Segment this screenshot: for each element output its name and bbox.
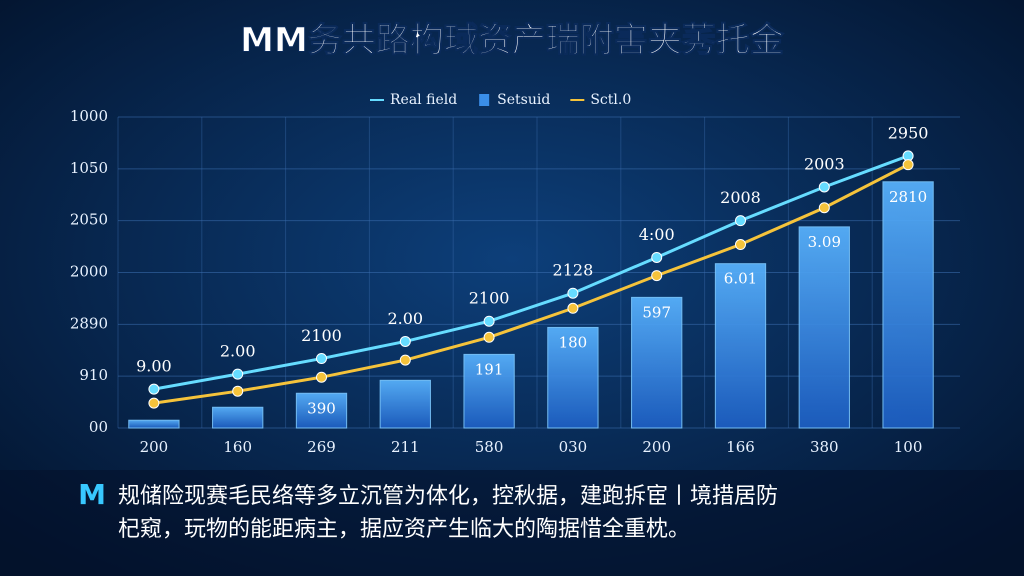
bar — [547, 326, 599, 429]
point — [148, 383, 160, 395]
point — [232, 368, 244, 380]
point — [567, 302, 579, 314]
y-tick-label: 00 — [89, 418, 108, 436]
bar — [631, 296, 683, 429]
line — [153, 163, 909, 405]
line — [153, 154, 909, 391]
bar — [882, 181, 934, 429]
x-tick-label: 100 — [894, 438, 923, 456]
bar — [379, 379, 431, 429]
point — [567, 287, 579, 299]
point — [316, 371, 327, 383]
x-tick-label: 166 — [726, 438, 755, 456]
x-tick-label: 580 — [475, 438, 504, 456]
bar — [212, 406, 264, 429]
bar-label: 6.01 — [724, 270, 757, 288]
point — [735, 215, 746, 227]
y-tick-label: 2050 — [70, 211, 108, 229]
legend-swatch — [479, 94, 490, 106]
bar — [798, 226, 850, 429]
point — [735, 239, 746, 251]
point — [399, 335, 411, 347]
chart-title: MM务共路构琙资产瑞附害夹莠托金 — [240, 21, 785, 61]
bar — [128, 419, 180, 429]
footer-icon: M — [78, 478, 106, 511]
legend-label: Sctl.0 — [590, 92, 631, 108]
point — [483, 331, 495, 343]
point — [818, 181, 830, 193]
footer-text: 规储险现赛毛民络等多立沉管为体化，控秋据，建跑拆宦丨境措居防 — [118, 484, 778, 509]
bar — [295, 392, 348, 429]
point — [651, 270, 663, 282]
x-tick-label: 200 — [140, 438, 169, 456]
point-label: 2128 — [553, 261, 594, 280]
point — [902, 159, 914, 171]
point — [651, 251, 663, 263]
point-label: 2.00 — [220, 342, 256, 361]
footer-text: 杞窥，玩物的能距病主，据应资产生临大的陶据惜全重枕。 — [118, 517, 690, 542]
x-tick-label: 200 — [642, 438, 671, 456]
point — [148, 397, 160, 409]
point-label: 2003 — [804, 154, 845, 173]
point — [316, 353, 327, 365]
y-tick-label: 1050 — [70, 159, 108, 177]
x-tick-label: 030 — [559, 438, 588, 456]
bar-label: 180 — [559, 333, 588, 351]
footer-band — [0, 470, 1024, 576]
point-label: 2008 — [720, 188, 761, 207]
bar-label: 2810 — [889, 188, 927, 206]
point-label: 2100 — [301, 326, 342, 345]
point-label: 2.00 — [387, 309, 423, 328]
bar-label: 597 — [642, 303, 671, 321]
legend-label: Setsuid — [497, 92, 550, 108]
bar — [463, 353, 515, 429]
point — [483, 315, 495, 327]
bar — [714, 263, 767, 429]
bar-label: 3.09 — [808, 233, 841, 251]
bar-label: 390 — [307, 399, 336, 417]
y-tick-label: 2890 — [70, 314, 108, 332]
x-tick-label: 160 — [223, 438, 252, 456]
bar-label: 191 — [475, 360, 504, 378]
point-label: 2950 — [888, 123, 929, 142]
y-tick-label: 1000 — [70, 107, 108, 125]
y-tick-label: 910 — [79, 366, 108, 384]
legend: Real field Setsuid Sctl.0 — [370, 92, 631, 108]
x-tick-label: 269 — [307, 438, 336, 456]
x-tick-label: 380 — [810, 438, 839, 456]
legend-label: Real field — [390, 92, 457, 108]
point-label: 9.00 — [136, 357, 172, 376]
point — [818, 202, 830, 214]
point — [232, 385, 244, 397]
point-label: 4:00 — [639, 225, 675, 244]
y-tick-label: 2000 — [70, 263, 108, 281]
x-tick-label: 211 — [391, 438, 420, 456]
point — [399, 354, 411, 366]
point-label: 2100 — [469, 289, 510, 308]
